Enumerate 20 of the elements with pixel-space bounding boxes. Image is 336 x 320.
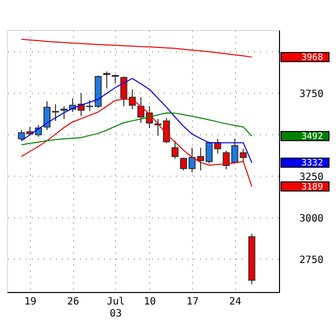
line-series: [20, 38, 252, 58]
x-tick-label: 10: [144, 296, 156, 308]
y-tick-label: 3189: [301, 182, 323, 192]
line-series: [20, 112, 252, 146]
y-tick-label: 3332: [301, 158, 323, 169]
line-series: [20, 78, 252, 164]
y-tick-label: 3750: [299, 88, 324, 100]
y-tick-label: 3000: [299, 213, 324, 224]
candlestick: [240, 148, 247, 163]
x-tick-label: 26: [67, 296, 80, 308]
y-tick-label: 3250: [299, 172, 324, 183]
candlestick: [103, 71, 110, 89]
x-tick-label: Jul 03: [106, 296, 125, 320]
y-tick-label: 2750: [299, 254, 324, 266]
y-tick-label: 3492: [301, 132, 323, 142]
candlestick: [172, 140, 179, 160]
x-tick-label: 19: [24, 296, 36, 308]
y-tick-label: 3968: [301, 53, 323, 64]
x-tick-label: 24: [229, 296, 242, 308]
x-tick-label: 17: [186, 296, 199, 308]
